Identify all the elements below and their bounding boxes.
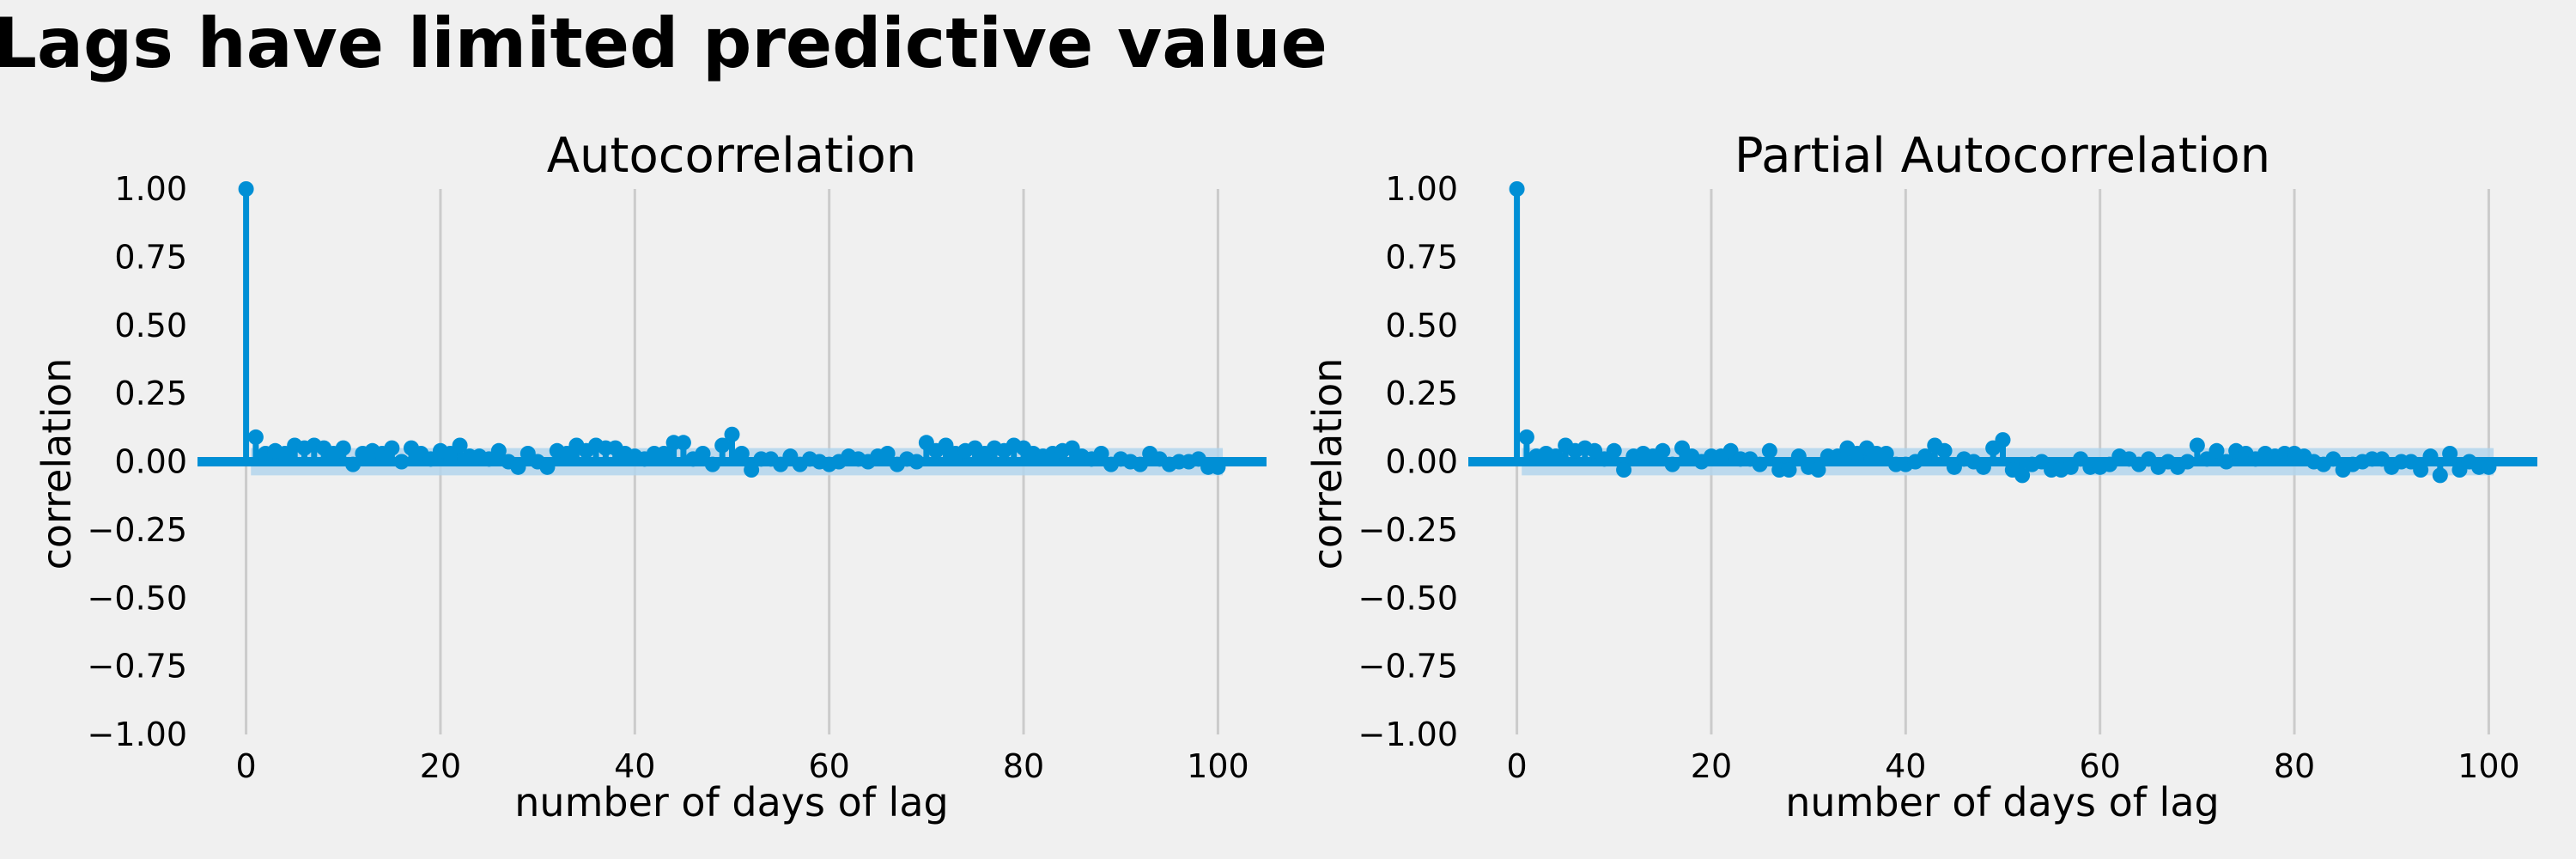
acf-x-tick-label: 100 (1187, 747, 1249, 785)
pacf-point (1547, 448, 1564, 465)
acf-x-tick-label: 40 (614, 747, 655, 785)
autocorrelation-xlabel: number of days of lag (514, 779, 948, 825)
pacf-point (1790, 448, 1807, 465)
acf-y-tick-label: 0.75 (114, 238, 187, 276)
figure-suptitle: Lags have limited predictive value (0, 3, 1327, 83)
pacf-y-tick-label: −1.00 (1358, 716, 1458, 753)
acf-y-tick-label: 0.25 (114, 375, 187, 412)
pacf-point (1878, 445, 1894, 461)
pacf-x-tick-label: 60 (2080, 747, 2121, 785)
acf-y-tick-label: −1.00 (88, 716, 187, 753)
partial-autocorrelation-xlabel: number of days of lag (1785, 779, 2219, 825)
pacf-point (1917, 448, 1933, 465)
acf-y-tick-label: −0.50 (88, 579, 187, 617)
acf-point (704, 456, 720, 472)
pacf-point (1781, 462, 1797, 478)
acf-point (510, 459, 526, 475)
acf-point (879, 445, 896, 461)
acf-point (247, 429, 264, 445)
acf-point (733, 445, 750, 461)
pacf-x-tick-label: 40 (1885, 747, 1926, 785)
pacf-point (2413, 462, 2429, 478)
acf-point (490, 442, 507, 459)
acf-y-tick-label: −0.25 (88, 511, 187, 549)
pacf-point (2179, 454, 2196, 470)
acf-point (335, 440, 351, 456)
pacf-x-tick-label: 20 (1691, 747, 1732, 785)
acf-point (1093, 445, 1109, 461)
acf-point (908, 454, 925, 470)
pacf-point (2014, 467, 2031, 484)
autocorrelation-panel: 0 20 40 60 80 100 1.00 0.75 0.50 0.25 0.00 −0.25 −0.… (33, 128, 1267, 825)
acf-y-tick-label: 0.00 (114, 443, 187, 481)
pacf-x-tick-label: 0 (1506, 747, 1527, 785)
pacf-y-tick-label: 0.50 (1385, 307, 1458, 344)
pacf-y-tick-label: −0.50 (1358, 579, 1458, 617)
pacf-point (1655, 442, 1671, 459)
acf-point (345, 456, 361, 472)
pacf-point (2422, 448, 2439, 465)
pacf-point (1810, 462, 1826, 478)
pacf-x-tick-label: 100 (2458, 747, 2520, 785)
pacf-point (1995, 432, 2011, 448)
acf-point (724, 426, 740, 442)
acf-point (393, 454, 410, 470)
acf-point (675, 435, 691, 451)
acf-plot-area: 0 20 40 60 80 100 1.00 0.75 0.50 0.25 0.00 −0.25 −0.… (88, 170, 1267, 785)
acf-point (452, 437, 468, 454)
pacf-plot-area: 0 20 40 60 80 100 1.00 0.75 0.50 0.25 0.00 −0.25 −0.… (1358, 170, 2537, 785)
pacf-point (1761, 442, 1777, 459)
pacf-y-tick-label: −0.25 (1358, 511, 1458, 549)
pacf-point (1936, 442, 1953, 459)
pacf-y-tick-label: −0.75 (1358, 648, 1458, 685)
pacf-point (2325, 451, 2342, 467)
acf-x-tick-label: 60 (809, 747, 850, 785)
acf-y-tick-label: −0.75 (88, 648, 187, 685)
pacf-point (1606, 442, 1622, 459)
pacf-point (1975, 459, 1991, 475)
pacf-point (2442, 445, 2458, 461)
pacf-point (1518, 429, 1534, 445)
pacf-point (1664, 456, 1680, 472)
acf-point (1210, 459, 1226, 475)
acf-point (384, 440, 400, 456)
pacf-point (2481, 459, 2497, 475)
pacf-point (2218, 454, 2234, 470)
pacf-point (2208, 442, 2225, 459)
pacf-point (1616, 462, 1632, 478)
partial-autocorrelation-ylabel: correlation (1304, 358, 1351, 570)
acf-point (744, 462, 760, 478)
acf-y-tick-label: 0.50 (114, 307, 187, 344)
acf-point (539, 459, 556, 475)
autocorrelation-ylabel: correlation (33, 358, 80, 570)
pacf-point (1752, 456, 1768, 472)
acf-x-tick-label: 0 (235, 747, 256, 785)
pacf-point (1509, 181, 1525, 197)
partial-autocorrelation-panel: 0 20 40 60 80 100 1.00 0.75 0.50 0.25 0.00 −0.25 −0.… (1304, 128, 2537, 825)
pacf-y-tick-label: 0.00 (1385, 443, 1458, 481)
acf-x-tick-label: 20 (420, 747, 461, 785)
acf-point (695, 445, 711, 461)
acf-point (238, 181, 254, 197)
acf-point (714, 437, 731, 454)
autocorrelation-title: Autocorrelation (547, 128, 917, 184)
acf-x-tick-label: 80 (1003, 747, 1044, 785)
pacf-x-tick-label: 80 (2274, 747, 2315, 785)
acf-point (1132, 456, 1148, 472)
acf-y-tick-label: 1.00 (114, 170, 187, 208)
pacf-y-tick-label: 1.00 (1385, 170, 1458, 208)
acf-point (656, 445, 672, 461)
pacf-point (2189, 437, 2205, 454)
pacf-y-tick-label: 0.75 (1385, 238, 1458, 276)
pacf-y-tick-label: 0.25 (1385, 375, 1458, 412)
pacf-point (2432, 467, 2448, 484)
partial-autocorrelation-title: Partial Autocorrelation (1735, 128, 2270, 184)
